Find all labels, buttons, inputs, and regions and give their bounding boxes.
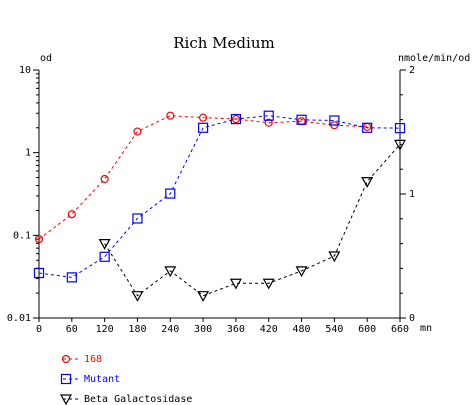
data-point (100, 174, 109, 184)
x-tick-label: 420 (260, 324, 278, 335)
data-point (296, 114, 307, 125)
data-point (66, 272, 77, 283)
x-tick-label: 540 (325, 324, 343, 335)
series-line (104, 144, 401, 297)
series-triangle-down (98, 139, 407, 302)
data-point (362, 122, 373, 133)
legend-marker (59, 394, 73, 405)
data-point (231, 114, 241, 124)
data-point (98, 239, 111, 250)
x-tick-label: 480 (293, 324, 311, 335)
x-tick-label: 300 (194, 324, 212, 335)
right-axis-label: nmole/min/od (398, 53, 470, 64)
data-point (328, 251, 341, 263)
legend-marker (60, 373, 72, 385)
data-point (198, 113, 208, 122)
x-axis-unit: mn (420, 323, 432, 334)
right-tick-label: 1 (409, 189, 415, 200)
data-point (197, 122, 209, 133)
axes: 0 60 120 180 240 300 360 420 480 540 600 6600.010.1… (7, 65, 415, 335)
data-point (132, 213, 143, 224)
legend-item: 168 (61, 354, 102, 365)
left-tick-label: 10 (19, 65, 31, 76)
data-point (34, 235, 44, 244)
legend-marker (61, 354, 71, 364)
legend-item: Beta Galactosidase (59, 394, 192, 405)
x-tick-label: 120 (96, 324, 114, 335)
data-point (262, 278, 275, 290)
chart-title: Rich Medium (173, 34, 274, 52)
x-tick-label: 360 (227, 324, 245, 335)
x-tick-label: 60 (66, 324, 78, 335)
left-axis-label: od (40, 53, 52, 64)
x-tick-label: 240 (161, 324, 179, 335)
legend-label: Mutant (84, 374, 120, 385)
data-point (229, 278, 242, 290)
data-point (264, 118, 273, 127)
data-point (361, 177, 374, 188)
left-tick-label: 1 (25, 148, 31, 159)
data-point (99, 251, 110, 262)
data-point (133, 127, 142, 136)
legend-label: 168 (84, 354, 102, 365)
series-square (33, 110, 406, 283)
data-point (197, 291, 210, 302)
legend-item: Mutant (60, 373, 120, 385)
data-point (329, 115, 340, 126)
data-point (263, 110, 274, 121)
data-point (67, 210, 76, 219)
series-line (38, 115, 401, 278)
right-tick-label: 0 (409, 313, 415, 324)
x-tick-label: 660 (391, 324, 409, 335)
data-point (295, 266, 308, 278)
data-point (164, 266, 177, 278)
x-tick-label: 600 (358, 324, 376, 335)
x-tick-label: 0 (36, 324, 42, 335)
series-layer (33, 110, 407, 302)
left-tick-label: 0.1 (13, 230, 31, 241)
data-point (165, 188, 176, 199)
data-point (393, 139, 407, 151)
legend: 168 Mutant Beta Galactosidase (59, 354, 192, 405)
data-point (394, 123, 406, 134)
x-tick-label: 180 (128, 324, 146, 335)
series-line (38, 115, 368, 240)
left-tick-label: 0.01 (7, 313, 31, 324)
right-tick-label: 2 (409, 65, 415, 76)
data-point (33, 267, 45, 279)
data-point (166, 111, 175, 120)
data-point (230, 113, 242, 125)
data-point (131, 291, 144, 302)
legend-label: Beta Galactosidase (84, 394, 192, 405)
